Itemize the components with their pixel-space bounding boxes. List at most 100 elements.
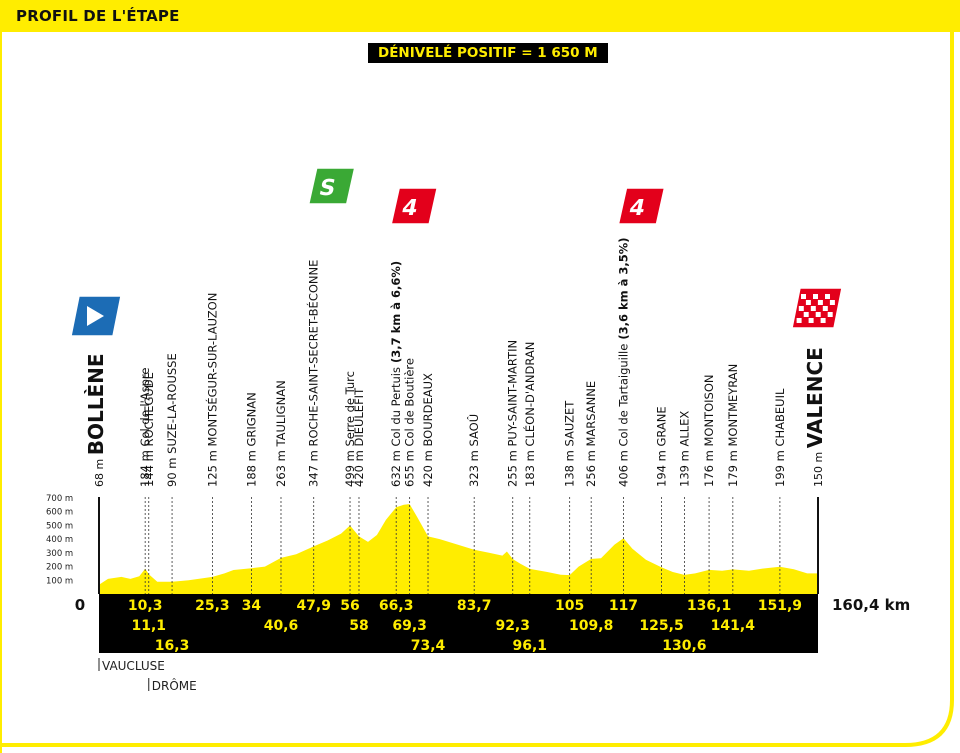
waypoint-altitude: 199 m [773, 447, 787, 487]
y-tick-label: 300 m [46, 549, 73, 559]
checker-cell [798, 306, 804, 311]
waypoint-altitude: 255 m [506, 447, 520, 487]
waypoint-text: 144 m ROCHEGUDE [142, 372, 156, 487]
checker-cell [829, 300, 835, 305]
waypoint-label: 255 m PUY-SAINT-MARTIN [506, 340, 520, 487]
waypoint-text: 347 m ROCHE-SAINT-SECRET-BÉCONNE [306, 260, 321, 487]
badge-shape [307, 167, 356, 205]
region-label: VAUCLUSE [102, 659, 165, 673]
start-badge [70, 295, 122, 337]
waypoint-altitude: 138 m [563, 447, 577, 487]
waypoint-place: Col de Boutière [403, 358, 417, 447]
km-label: 40,6 [264, 618, 299, 634]
km-label: 151,9 [758, 598, 802, 614]
waypoint-altitude: 184 m [138, 447, 152, 487]
km-label: 58 [349, 618, 368, 634]
checker-cell [810, 306, 816, 311]
waypoint-place: BOLLÈNE [84, 353, 108, 455]
y-tick-label: 500 m [46, 521, 73, 531]
waypoint-label: 188 m GRIGNAN [244, 392, 258, 487]
km-label: 105 [555, 598, 584, 614]
badge-text: S [317, 175, 338, 201]
waypoint-text: 199 m CHABEUIL [773, 388, 787, 487]
waypoint-text: 188 m GRIGNAN [244, 392, 258, 487]
waypoint-text: 179 m MONTMEYRAN [726, 364, 740, 487]
km-label: 16,3 [155, 638, 190, 654]
waypoint-place: CLÉON-D'ANDRAN [522, 342, 537, 447]
waypoint-label: 263 m TAULIGNAN [274, 380, 288, 487]
waypoint-label: 199 m CHABEUIL [773, 388, 787, 487]
waypoint-place: ROCHE-SAINT-SECRET-BÉCONNE [306, 260, 321, 447]
km-label: 83,7 [457, 598, 492, 614]
waypoint-place: GRIGNAN [244, 392, 258, 446]
km-label: 25,3 [195, 598, 230, 614]
waypoint-altitude: 420 m [421, 447, 435, 487]
waypoint-label: 125 m MONTSÉGUR-SUR-LAUZON [204, 293, 219, 487]
waypoint-label: 183 m CLÉON-D'ANDRAN [522, 342, 537, 487]
waypoint-label: 176 m MONTOISON [702, 375, 716, 487]
waypoint-altitude: 68 m [93, 455, 106, 487]
km-label: 56 [340, 598, 359, 614]
region-layer: VAUCLUSE DRÔME [98, 658, 197, 693]
profile-layer [99, 504, 818, 594]
km-label: 92,3 [495, 618, 530, 634]
km-label: 11,1 [131, 618, 166, 634]
y-tick-label: 600 m [46, 508, 73, 518]
waypoint-place: ALLEX [677, 411, 691, 447]
waypoint-altitude: 420 m [352, 447, 366, 487]
waypoint-text: 256 m MARSANNE [584, 381, 598, 487]
waypoint-text: 150 m VALENCE [803, 347, 827, 487]
waypoint-text: 183 m CLÉON-D'ANDRAN [522, 342, 537, 487]
y-tick-label: 100 m [46, 576, 73, 586]
waypoint-label: 347 m ROCHE-SAINT-SECRET-BÉCONNE [306, 260, 321, 487]
end-km-label: 160,4 km [832, 596, 910, 614]
page-title: PROFIL DE L'ÉTAPE [16, 7, 180, 25]
waypoint-text: 499 m Serre de Turc [343, 371, 357, 487]
checker-cell [803, 312, 809, 317]
waypoint-place: CHABEUIL [773, 388, 787, 447]
checker-cell [825, 294, 830, 299]
badge-text: 4 [627, 195, 648, 221]
waypoint-altitude: 90 m [165, 454, 179, 487]
start-km-label: 0 [75, 596, 85, 614]
waypoint-altitude: 139 m [677, 447, 691, 487]
km-band [99, 594, 818, 653]
km-label: 117 [609, 598, 638, 614]
km-label: 34 [242, 598, 262, 614]
y-tick-label: 400 m [46, 535, 73, 545]
waypoint-label: 323 m SAOÛ [466, 414, 481, 487]
y-tick-label: 200 m [46, 563, 73, 573]
waypoint-label: 420 m DIEULEFIT [352, 387, 366, 487]
waypoint-text: 420 m BOURDEAUX [421, 373, 435, 487]
waypoint-altitude: 176 m [702, 447, 716, 487]
waypoint-text: 255 m PUY-SAINT-MARTIN [506, 340, 520, 487]
waypoint-place: MONTSÉGUR-SUR-LAUZON [204, 293, 219, 447]
waypoint-altitude: 263 m [274, 447, 288, 487]
waypoint-text: 139 m ALLEX [677, 411, 691, 487]
waypoint-altitude: 323 m [467, 447, 481, 487]
waypoint-altitude: 655 m [403, 447, 417, 487]
waypoint-label: 632 m Col du Pertuis (3,7 km à 6,6%) [389, 261, 403, 487]
km-label: 141,4 [711, 618, 756, 634]
waypoint-place: Col du Pertuis [389, 367, 403, 446]
km-label: 10,3 [128, 598, 163, 614]
badge-layer: S 4 4 [70, 167, 843, 337]
waypoint-place: Col de l'Aspre [138, 368, 152, 447]
waypoint-altitude: 632 m [389, 447, 403, 487]
km-label: 47,9 [296, 598, 331, 614]
waypoint-label: 655 m Col de Boutière [403, 358, 417, 487]
waypoint-label: 144 m ROCHEGUDE [142, 372, 156, 487]
waypoint-place: VALENCE [803, 347, 827, 448]
elevation-gain-label: DÉNIVELÉ POSITIF = 1 650 M [368, 43, 608, 63]
waypoint-text: 68 m BOLLÈNE [84, 353, 108, 487]
km-label: 69,3 [392, 618, 427, 634]
waypoint-text: 420 m DIEULEFIT [352, 387, 366, 487]
checker-cell [796, 318, 802, 323]
elevation-area [99, 504, 818, 594]
start-arrow-icon [87, 306, 104, 326]
km-label: 96,1 [512, 638, 547, 654]
waypoint-label: 138 m SAUZET [563, 400, 577, 487]
